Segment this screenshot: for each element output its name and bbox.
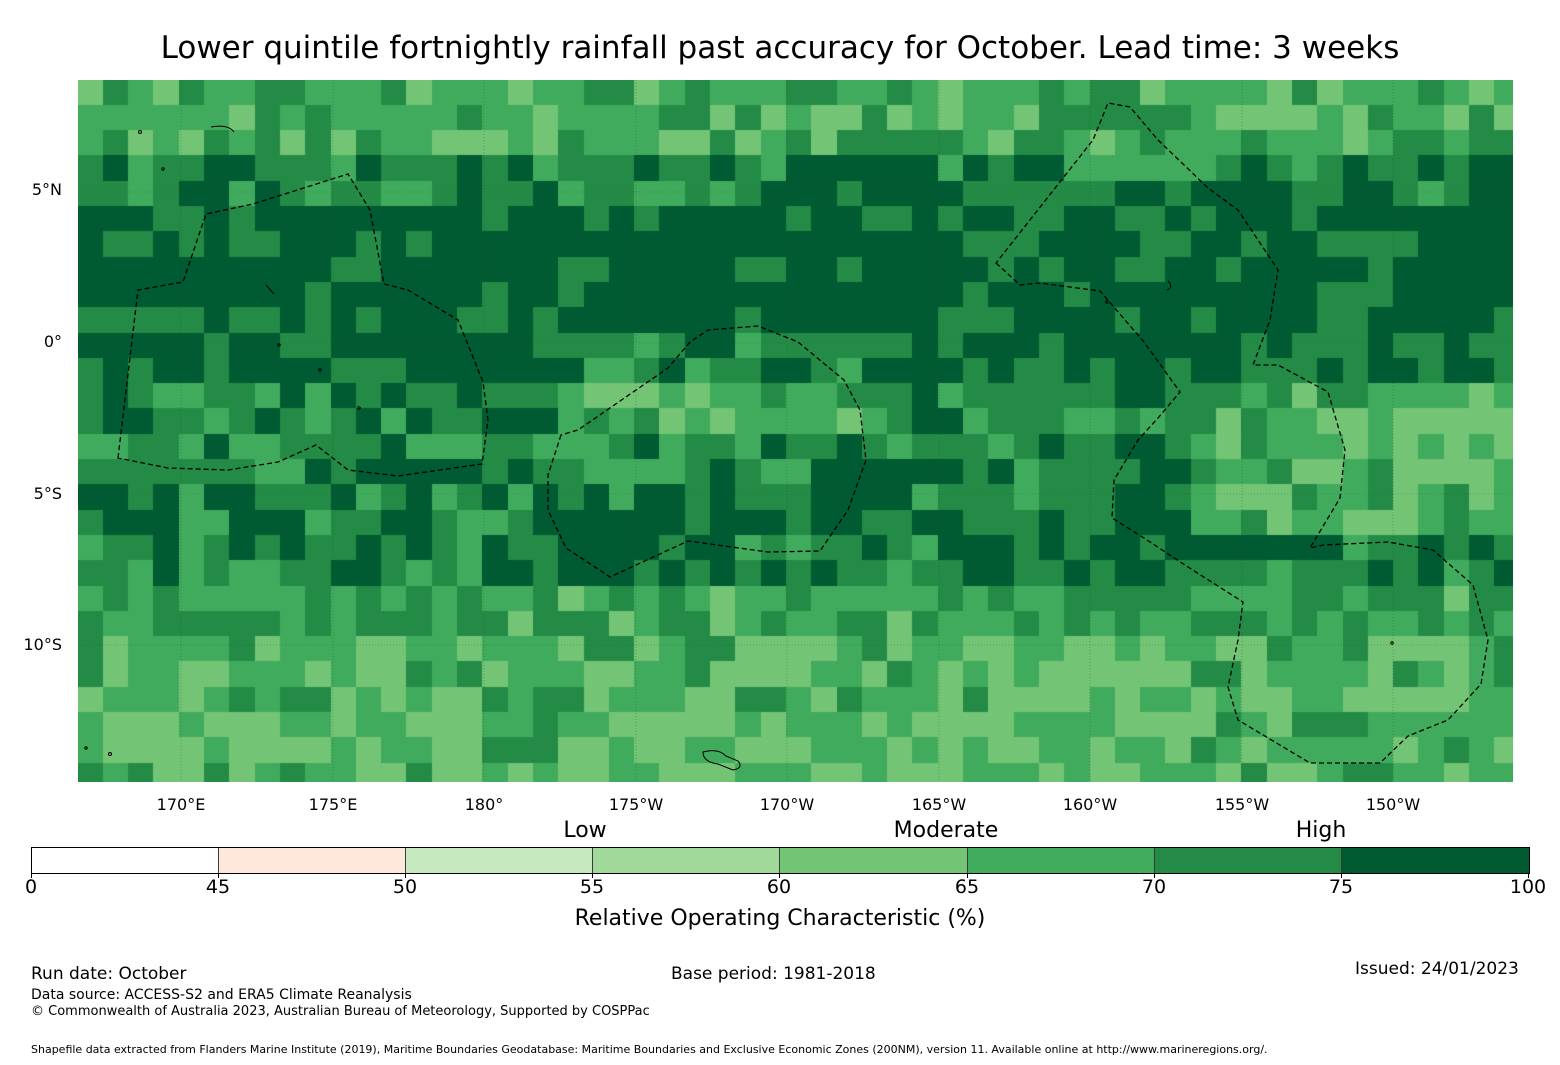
copyright-note: © Commonwealth of Australia 2023, Austra… (31, 1004, 650, 1019)
colorbar-tick (1528, 873, 1529, 878)
lat-label-0: 0° (43, 332, 62, 351)
colorbar-tick-label: 55 (579, 876, 605, 898)
lat-label-5n: 5°N (31, 180, 62, 199)
graticule (78, 80, 1513, 782)
colorbar-seg-50-55 (406, 848, 593, 873)
colorbar-tick (1154, 873, 1155, 878)
colorbar-tick (779, 873, 780, 878)
colorbar-tick-label: 0 (24, 876, 38, 898)
colorbar-tick-label: 75 (1328, 876, 1354, 898)
island-coastlines (84, 125, 1394, 771)
lon-label-170w: 170°W (759, 795, 815, 814)
roc-grid-raster (78, 80, 1513, 782)
base-period: Base period: 1981-2018 (671, 964, 876, 984)
eez-boundaries (117, 102, 1489, 764)
colorbar-tick-label: 70 (1141, 876, 1167, 898)
colorbar-seg-75-100 (1342, 848, 1529, 873)
lon-label-150w: 150°W (1365, 795, 1421, 814)
tier-moderate: Moderate (893, 818, 999, 843)
map-title: Lower quintile fortnightly rainfall past… (160, 30, 1400, 66)
colorbar-title: Relative Operating Characteristic (%) (574, 906, 986, 931)
island-atoll-1 (210, 125, 235, 133)
lat-label-10s: 10°S (23, 635, 62, 654)
rainfall-accuracy-map[interactable] (78, 80, 1513, 782)
lat-label-5s: 5°S (33, 484, 62, 503)
colorbar-seg-55-60 (593, 848, 780, 873)
colorbar-seg-45-50 (218, 848, 406, 873)
colorbar-tick (405, 873, 406, 878)
data-source: Data source: ACCESS-S2 and ERA5 Climate … (31, 987, 412, 1003)
lon-label-175e: 175°E (308, 795, 358, 814)
tier-high: High (1295, 818, 1347, 843)
lon-label-160w: 160°W (1062, 795, 1118, 814)
colorbar-tick (592, 873, 593, 878)
colorbar-seg-0-45 (32, 848, 219, 873)
lon-label-155w: 155°W (1214, 795, 1270, 814)
eez-line-islands-north (995, 102, 1489, 764)
lon-label-175w: 175°W (608, 795, 664, 814)
colorbar-tick-label: 45 (205, 876, 231, 898)
eez-kiribati-gilberts (117, 173, 489, 477)
tier-low: Low (563, 818, 607, 843)
eez-phoenix-tokelau (547, 325, 867, 578)
colorbar-tick (218, 873, 219, 878)
shapefile-note: Shapefile data extracted from Flanders M… (31, 1043, 1268, 1056)
island-samoa (702, 750, 741, 771)
island-atoll-2 (265, 284, 275, 295)
lon-label-180: 180° (464, 795, 504, 814)
colorbar (31, 847, 1530, 874)
lon-label-170e: 170°E (156, 795, 206, 814)
run-date: Run date: October (31, 964, 187, 984)
colorbar-seg-70-75 (1154, 848, 1342, 873)
issued-date: Issued: 24/01/2023 (1355, 959, 1519, 979)
colorbar-tick (967, 873, 968, 878)
colorbar-tick (31, 873, 32, 878)
colorbar-tick-label: 50 (392, 876, 418, 898)
map-overlay (78, 80, 1513, 782)
colorbar-tick-label: 60 (766, 876, 792, 898)
colorbar-seg-60-65 (780, 848, 968, 873)
colorbar-seg-65-70 (967, 848, 1155, 873)
colorbar-tick (1341, 873, 1342, 878)
colorbar-tick-label: 65 (954, 876, 980, 898)
colorbar-tick-label: 100 (1509, 876, 1547, 898)
island-atoll-3 (1166, 280, 1172, 291)
lon-label-165w: 165°W (911, 795, 967, 814)
